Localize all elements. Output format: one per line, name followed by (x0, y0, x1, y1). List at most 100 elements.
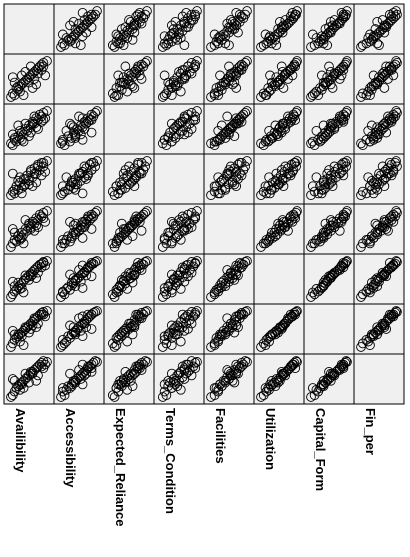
data-point (234, 9, 245, 20)
data-point (88, 258, 99, 269)
data-point (7, 168, 18, 179)
data-point (79, 20, 90, 31)
data-point (127, 231, 138, 242)
data-point (266, 34, 276, 45)
data-point (181, 70, 192, 81)
data-point (374, 168, 384, 179)
data-point (377, 124, 388, 134)
data-point (386, 262, 397, 273)
data-point (177, 211, 188, 222)
data-point (287, 311, 298, 322)
data-point (24, 270, 34, 281)
data-point (16, 379, 27, 390)
data-point (38, 309, 49, 320)
data-point (384, 309, 395, 320)
cell-utilization-vs-accessibility (53, 253, 105, 305)
cell-terms-condition-vs-expected-reliance (103, 153, 155, 205)
data-point (15, 86, 25, 97)
data-point (233, 174, 243, 184)
data-point (86, 224, 97, 234)
cell-availibility-vs-expected-reliance (103, 3, 155, 55)
data-point (113, 283, 124, 293)
data-point (277, 24, 288, 34)
data-point (338, 157, 349, 168)
data-point (133, 309, 143, 320)
cell-facilities-vs-utilization (253, 203, 305, 255)
data-point (142, 306, 152, 316)
data-point (306, 190, 316, 201)
data-point (320, 131, 331, 142)
cell-capital-form-vs-fin-per (353, 303, 405, 355)
data-point (278, 20, 289, 31)
data-point (338, 257, 349, 268)
data-point (161, 140, 172, 151)
data-point (129, 66, 140, 77)
data-point (287, 359, 298, 370)
data-point (381, 22, 392, 33)
data-point (81, 322, 92, 333)
data-point (224, 40, 234, 51)
data-point (391, 106, 401, 116)
data-point (118, 29, 129, 40)
data-point (277, 322, 288, 333)
data-point (309, 390, 320, 401)
data-point (190, 309, 201, 320)
data-point (122, 336, 133, 347)
data-point (172, 277, 183, 288)
data-point (338, 65, 349, 75)
data-point (166, 320, 177, 331)
data-point (83, 309, 93, 320)
data-point (278, 83, 289, 93)
data-point (16, 134, 27, 145)
data-point (65, 320, 75, 331)
data-point (81, 27, 92, 38)
cell-fin-per-vs-expected-reliance (103, 353, 155, 405)
data-point (227, 79, 238, 90)
data-point (31, 363, 42, 374)
data-point (216, 120, 227, 131)
data-point (190, 111, 201, 122)
data-point (111, 340, 122, 351)
data-point (183, 309, 193, 320)
data-point (290, 115, 301, 125)
data-point (306, 292, 316, 302)
data-point (383, 74, 393, 84)
data-point (316, 134, 327, 145)
label-expected-reliance: Expected_Reliance (113, 408, 128, 527)
data-point (209, 340, 220, 351)
data-point (168, 377, 179, 388)
data-point (40, 260, 51, 271)
cell-facilities-vs-availibility (3, 203, 55, 255)
data-point (9, 77, 20, 88)
data-point (322, 224, 333, 234)
data-point (316, 188, 327, 199)
data-point (24, 77, 34, 88)
cell-expected-reliance-vs-utilization (253, 103, 305, 155)
data-point (170, 273, 181, 283)
data-point (34, 359, 45, 370)
data-point (278, 181, 289, 192)
data-point (129, 181, 140, 192)
data-point (157, 342, 168, 352)
data-point (275, 220, 285, 231)
data-point (342, 56, 352, 66)
data-point (140, 207, 151, 218)
data-point (357, 289, 368, 300)
data-point (159, 233, 170, 243)
data-point (170, 220, 181, 231)
data-point (315, 136, 325, 147)
data-point (368, 70, 379, 81)
data-point (79, 15, 90, 25)
data-point (316, 70, 327, 81)
data-point (377, 267, 388, 278)
data-point (65, 20, 75, 31)
data-point (134, 263, 145, 274)
cell-facilities-vs-fin-per (353, 203, 405, 255)
cell-availibility-vs-terms-condition (153, 3, 205, 55)
data-point (24, 377, 34, 388)
cell-fin-per-vs-fin-per (353, 353, 405, 405)
data-point (83, 170, 93, 181)
cell-frame (303, 303, 355, 355)
cell-accessibility-vs-facilities (203, 53, 255, 105)
